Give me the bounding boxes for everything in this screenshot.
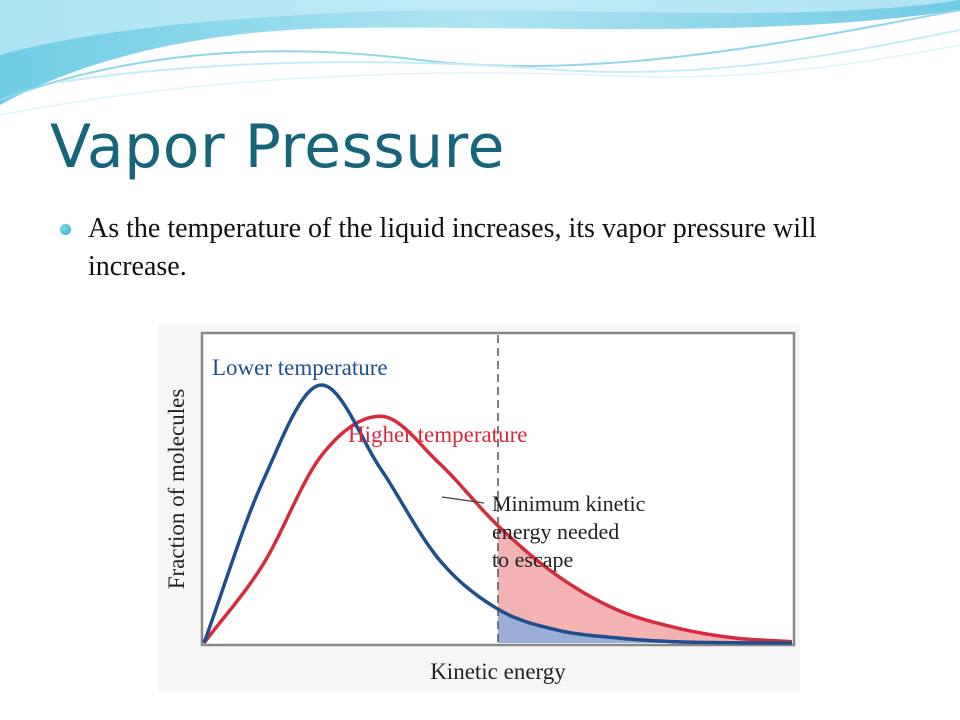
threshold-label-line-2: energy needed [492,519,619,544]
higher-temperature-escape-area [498,525,792,643]
bullet-dot-icon [60,224,71,235]
x-axis-label: Kinetic energy [430,659,566,684]
threshold-label-line-3: to escape [492,547,573,572]
legend-higher-temperature: Higher temperature [348,422,527,447]
chart-figure: Lower temperature Higher temperature Min… [158,325,800,691]
legend-lower-temperature: Lower temperature [212,355,388,380]
slide-title: Vapor Pressure [50,112,505,182]
threshold-label-line-1: Minimum kinetic [492,491,646,516]
bullet-text: As the temperature of the liquid increas… [88,213,817,282]
threshold-label-leader [441,496,485,504]
y-axis-label: Fraction of molecules [164,389,189,590]
bullet-list: As the temperature of the liquid increas… [60,210,920,286]
chart-svg: Lower temperature Higher temperature Min… [158,325,800,691]
higher-temperature-curve [202,414,793,645]
lower-temperature-curve [202,383,793,645]
bullet-item: As the temperature of the liquid increas… [60,210,920,286]
